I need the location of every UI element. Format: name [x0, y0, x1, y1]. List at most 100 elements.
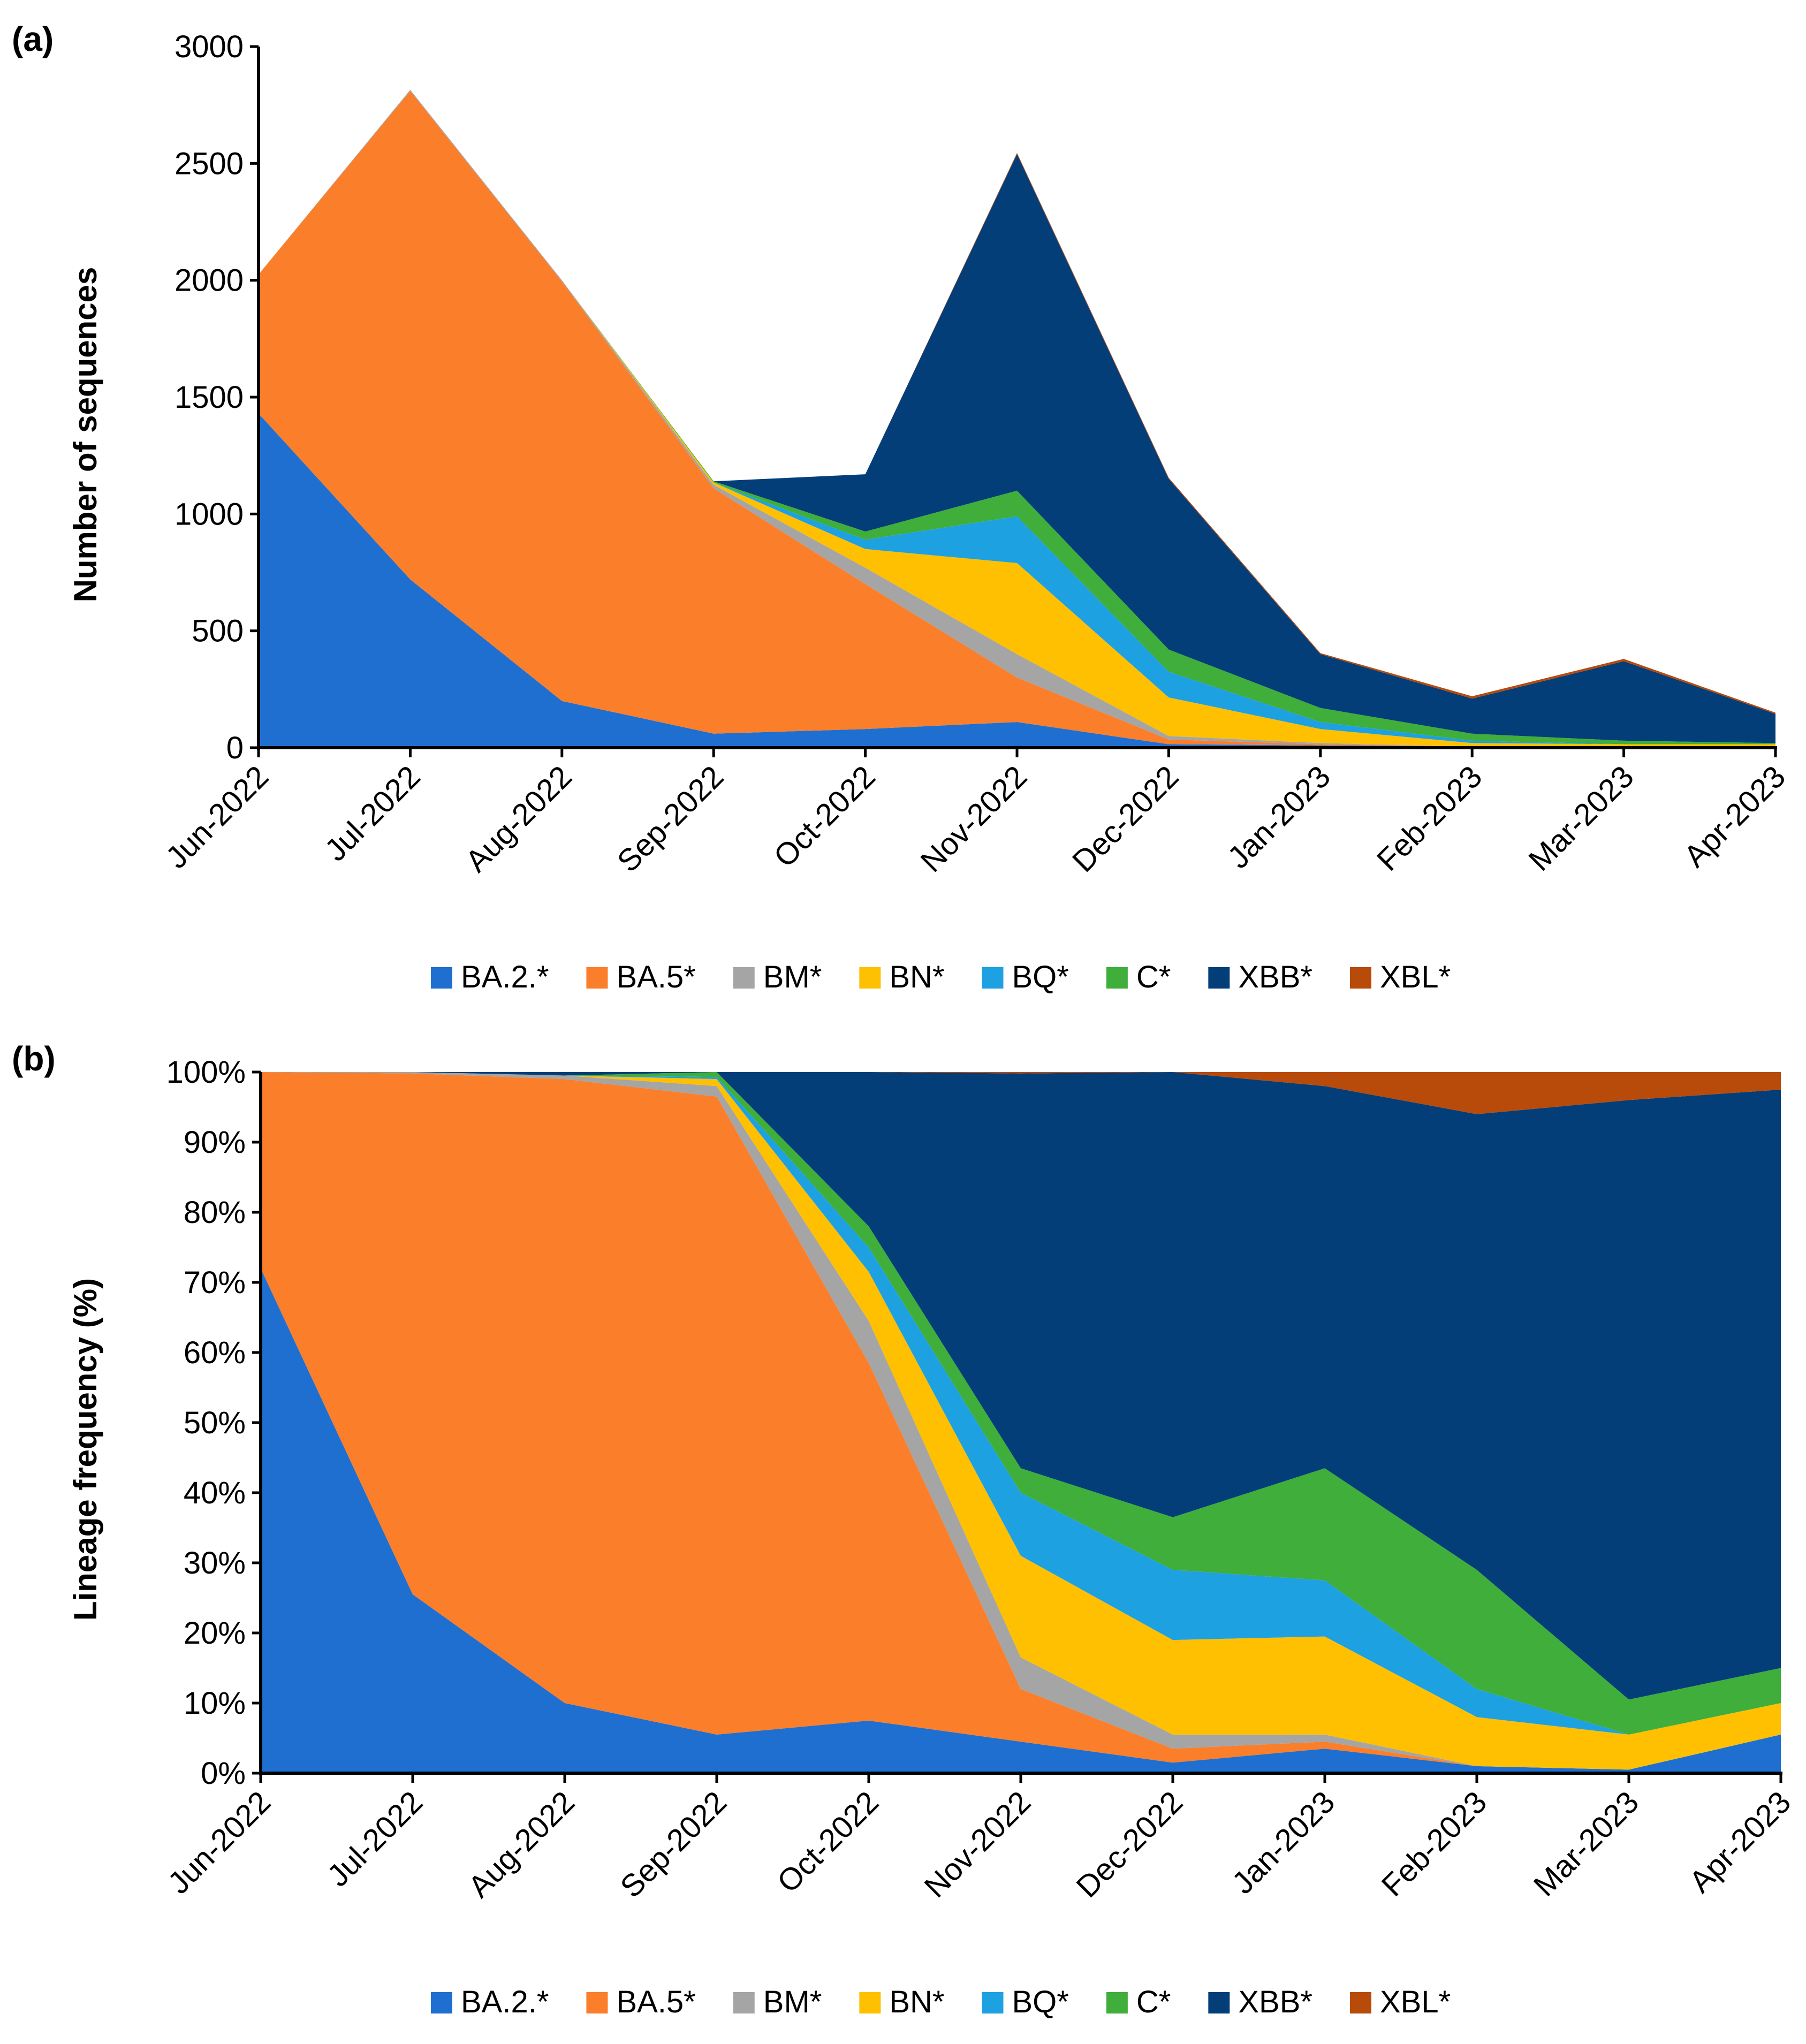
panel-b-legend-label: BQ*: [1012, 1985, 1069, 2019]
panel-a-x-tick-label: Dec-2022: [1066, 759, 1186, 879]
panel-b-x-tick-label: Mar-2023: [1527, 1784, 1645, 1903]
panel-a-area-ba-2: [259, 413, 1775, 748]
panel-a-legend-item-ba-2: BA.2.*: [431, 960, 549, 994]
panel-a-y-axis-label: Number of sequences: [67, 267, 103, 603]
panel-a-x-tick-label: Oct-2022: [767, 759, 882, 874]
panel-a-legend-label: BA.2.*: [461, 960, 549, 994]
panel-a-legend-swatch: [1349, 967, 1371, 989]
panel-a-legend-swatch: [1208, 967, 1230, 989]
panel-b-y-tick-label: 30%: [184, 1546, 246, 1581]
panel-a-x-tick-label: Feb-2023: [1370, 759, 1489, 878]
panel-a-legend-item-xbl: XBL*: [1349, 960, 1451, 994]
panel-b-y-tick-label: 90%: [184, 1125, 246, 1160]
panel-b-y-ticks: 0% 10% 20% 30% 40% 50% 60% 70% 80% 90% 100%: [166, 1055, 261, 1791]
panel-b-legend-label: BN*: [889, 1985, 944, 2019]
panel-a-y-ticks: 0 500 1000 1500 2000 2500 3000: [174, 29, 259, 765]
panel-b-area-xbb: [261, 1072, 1781, 1700]
panel-a-y-tick-label: 3000: [174, 29, 244, 64]
panel-b-y-tick-label: 0%: [201, 1756, 246, 1791]
panel-b-legend-label: C*: [1136, 1985, 1171, 2019]
panel-b-legend-swatch: [1208, 1992, 1230, 2013]
panel-a-x-tick-label: Jul-2022: [318, 759, 427, 868]
panel-a-x-tick-label: Sep-2022: [611, 759, 731, 879]
panel-a-x-tick-label: Mar-2023: [1522, 759, 1640, 877]
panel-a-x-tick-label: Aug-2022: [459, 759, 579, 879]
panel-a-legend-item-bn: BN*: [859, 960, 945, 994]
panel-b-y-tick-label: 40%: [184, 1476, 246, 1510]
panel-b-x-tick-label: Jul-2022: [321, 1784, 429, 1893]
panel-b-legend-item-c: C*: [1106, 1985, 1171, 2019]
panel-a-legend-swatch: [1106, 967, 1128, 989]
panel-a-area-bn: [259, 89, 1775, 748]
panel-a-legend-item-c: C*: [1106, 960, 1171, 994]
panel-b-legend-item-bn: BN*: [859, 1985, 945, 2019]
panel-b-legend-label: XBL*: [1380, 1985, 1451, 2019]
panel-a-y-tick-label: 2500: [174, 146, 244, 181]
panel-b-area-ba-2: [261, 1268, 1781, 1773]
panel-b-legend-swatch: [1106, 1992, 1128, 2013]
panel-a-legend-label: XBL*: [1380, 960, 1451, 994]
panel-b-areas: [261, 1072, 1781, 1773]
panel-b-x-ticks: Jun-2022 Jul-2022 Aug-2022 Sep-2022 Oct-2022…: [161, 1773, 1797, 1904]
panel-b-legend-item-ba-5: BA.5*: [586, 1985, 696, 2019]
panel-b-legend-item-bq: BQ*: [982, 1985, 1069, 2019]
panel-b-legend-label: BA.5*: [616, 1985, 695, 2019]
panel-a-legend-label: XBB*: [1238, 960, 1312, 994]
panel-b-legend-swatch: [1349, 1992, 1371, 2013]
panel-b-y-tick-label: 20%: [184, 1616, 246, 1651]
panel-b-y-tick-label: 100%: [166, 1055, 246, 1090]
panel-a-x-ticks: Jun-2022 Jul-2022 Aug-2022 Sep-2022 Oct-2022…: [159, 748, 1792, 879]
panel-b-area-ba-5: [261, 1072, 1781, 1770]
panel-a-legend-label: BQ*: [1012, 960, 1069, 994]
panel-b-area-bn: [261, 1072, 1781, 1770]
panel-a-legend-swatch: [431, 967, 452, 989]
panel-b-legend-swatch: [586, 1992, 608, 2013]
panel-b-legend-swatch: [859, 1992, 881, 2013]
panel-a-x-tick-label: Nov-2022: [914, 759, 1034, 879]
panel-b-x-tick-label: Jan-2023: [1225, 1784, 1341, 1901]
panel-b-legend-item-xbb: XBB*: [1208, 1985, 1312, 2019]
panel-b-y-tick-label: 10%: [184, 1686, 246, 1721]
panel-b-y-tick-label: 70%: [184, 1265, 246, 1300]
panel-b-x-tick-label: Sep-2022: [613, 1784, 733, 1904]
panel-a-legend-item-ba-5: BA.5*: [586, 960, 696, 994]
panel-b-x-tick-label: Nov-2022: [917, 1784, 1037, 1904]
panel-a-legend: BA.2.* BA.5* BM* BN* BQ* C* XBB* XBL*: [431, 960, 1451, 994]
panel-a-legend-item-bm: BM*: [733, 960, 822, 994]
panel-a-x-tick-label: Apr-2023: [1678, 759, 1793, 874]
panel-a-legend-label: BN*: [889, 960, 944, 994]
panel-b-legend-swatch: [982, 1992, 1004, 2013]
panel-b-y-tick-label: 80%: [184, 1195, 246, 1230]
panel-a-y-tick-label: 1000: [174, 497, 244, 531]
panel-a-legend-label: BM*: [763, 960, 822, 994]
panel-b-area-c: [261, 1072, 1781, 1735]
panel-b-legend-item-ba-2: BA.2.*: [431, 1985, 549, 2019]
panel-b-legend-label: BA.2.*: [461, 1985, 549, 2019]
panel-a-y-tick-label: 500: [192, 614, 244, 649]
panel-b-legend-item-bm: BM*: [733, 1985, 822, 2019]
panel-b-legend: BA.2.* BA.5* BM* BN* BQ* C* XBB* XBL*: [431, 1985, 1451, 2019]
panel-a-areas: [259, 89, 1775, 748]
panel-b-chart: (b) Lineage frequency (%) 0% 10% 20% 30% 40%…: [12, 1039, 1797, 2019]
panel-a-legend-swatch: [982, 967, 1004, 989]
panel-b-legend-label: BM*: [763, 1985, 822, 2019]
panel-b-x-tick-label: Dec-2022: [1069, 1784, 1189, 1904]
panel-a-legend-item-xbb: XBB*: [1208, 960, 1312, 994]
panel-b-area-xbl: [261, 1072, 1781, 1114]
panel-b-y-axis-label: Lineage frequency (%): [67, 1278, 103, 1621]
panel-a-chart: (a) Number of sequences 0 500 1000 1500 2000…: [12, 20, 1792, 994]
panel-a-legend-label: BA.5*: [616, 960, 695, 994]
panel-a-legend-swatch: [859, 967, 881, 989]
panel-a-area-ba-5: [259, 91, 1775, 748]
panel-b-label: (b): [12, 1039, 56, 1078]
panel-b-x-tick-label: Oct-2022: [771, 1784, 886, 1899]
panel-a-y-tick-label: 2000: [174, 263, 244, 298]
panel-a-label: (a): [12, 20, 54, 58]
panel-b-x-tick-label: Aug-2022: [461, 1784, 581, 1904]
panel-a-area-xbb: [259, 89, 1775, 743]
panel-a-y-tick-label: 1500: [174, 380, 244, 415]
panel-a-x-tick-label: Jun-2022: [159, 759, 275, 875]
panel-b-y-tick-label: 60%: [184, 1335, 246, 1370]
panel-b-legend-label: XBB*: [1238, 1985, 1312, 2019]
